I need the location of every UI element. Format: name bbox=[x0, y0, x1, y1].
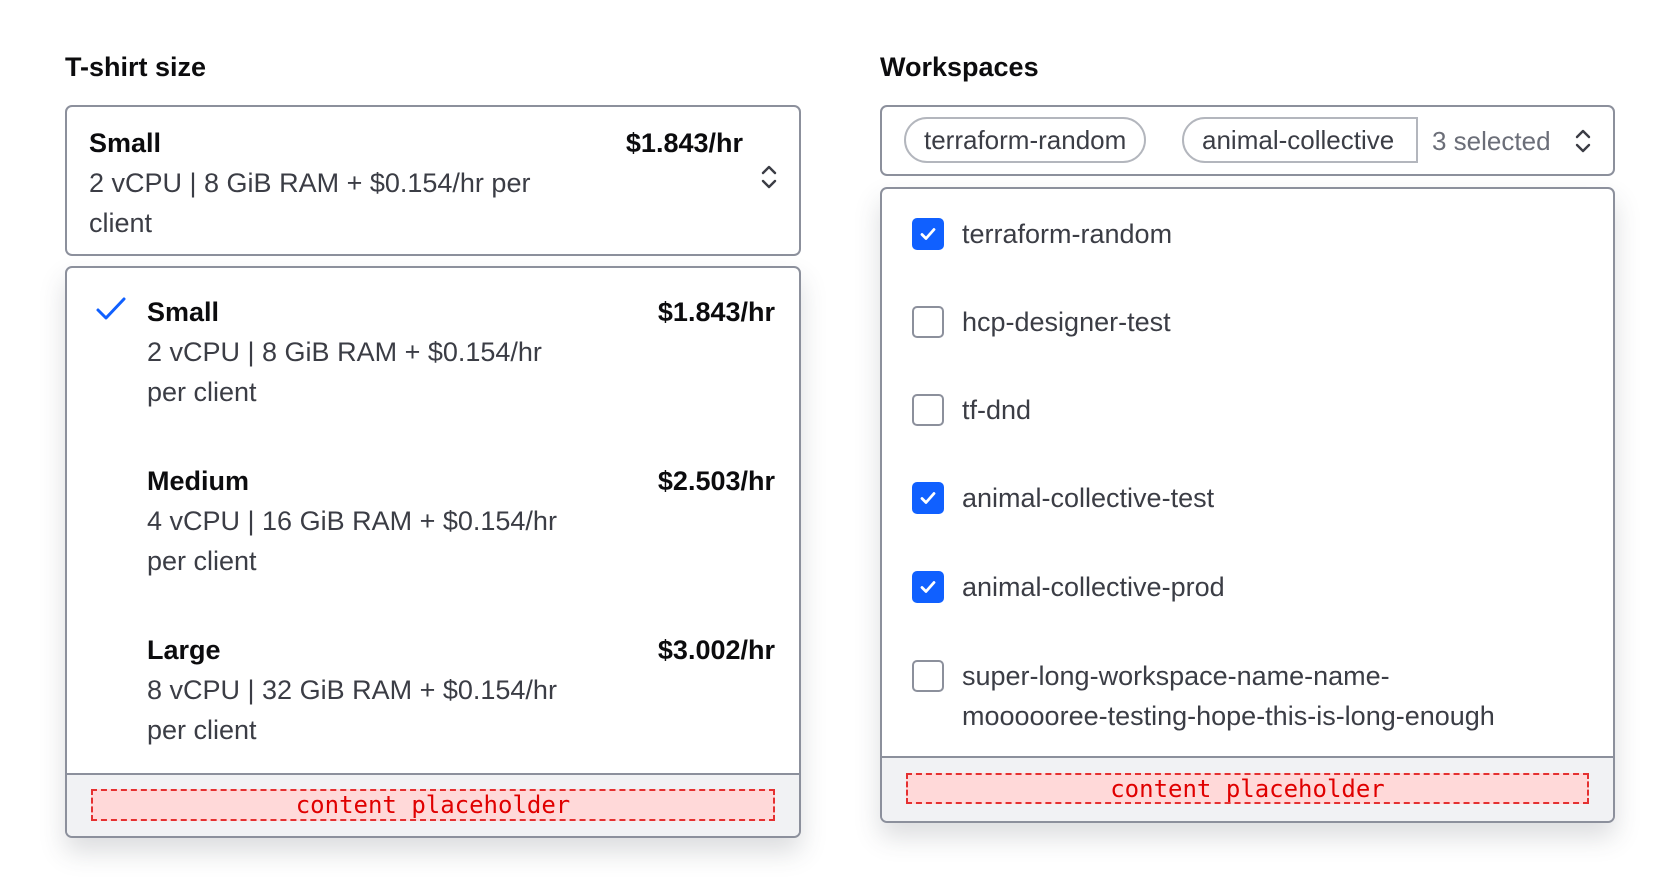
checkbox-checked[interactable] bbox=[912, 482, 944, 514]
checkbox-checked[interactable] bbox=[912, 571, 944, 603]
tshirt-size-select[interactable]: Small $1.843/hr 2 vCPU | 8 GiB RAM + $0.… bbox=[65, 105, 801, 256]
option-description-cont: per client bbox=[147, 546, 257, 576]
workspace-option-label: terraform-random bbox=[962, 219, 1173, 249]
checkbox-unchecked[interactable] bbox=[912, 306, 944, 338]
option-description: 8 vCPU | 32 GiB RAM + $0.154/hr bbox=[147, 675, 557, 705]
workspace-option-label: animal-collective-test bbox=[962, 483, 1215, 513]
size-option-medium[interactable]: Medium $2.503/hr 4 vCPU | 16 GiB RAM + $… bbox=[67, 461, 799, 591]
workspace-option[interactable]: animal-collective-prod bbox=[882, 567, 1613, 607]
chevron-up-down-icon bbox=[761, 165, 777, 189]
tshirt-size-listbox: Small $1.843/hr 2 vCPU | 8 GiB RAM + $0.… bbox=[65, 266, 801, 838]
option-description-cont: per client bbox=[147, 715, 257, 745]
content-placeholder: content placeholder bbox=[906, 773, 1589, 804]
option-name: Large bbox=[147, 635, 221, 665]
workspace-option-label: animal-collective-prod bbox=[962, 572, 1225, 602]
option-price: $1.843/hr bbox=[657, 297, 775, 327]
selected-size-name: Small bbox=[89, 128, 162, 158]
chip-terraform-random[interactable]: terraform-random bbox=[904, 117, 1147, 163]
workspace-option[interactable]: animal-collective-test bbox=[882, 478, 1613, 518]
option-price: $2.503/hr bbox=[657, 466, 775, 496]
option-price: $3.002/hr bbox=[657, 635, 775, 665]
check-icon bbox=[920, 228, 936, 240]
workspaces-listbox: terraform-random hcp-designer-test tf-dnd a… bbox=[880, 187, 1615, 823]
checkbox-unchecked[interactable] bbox=[912, 394, 944, 426]
checkbox-checked[interactable] bbox=[912, 218, 944, 250]
workspaces-multiselect[interactable]: terraform-random animal-collective 3 sel… bbox=[880, 105, 1615, 176]
listbox-footer: content placeholder bbox=[67, 773, 799, 836]
content-placeholder: content placeholder bbox=[91, 789, 775, 821]
selected-count: 3 selected bbox=[1432, 126, 1551, 156]
tshirt-size-label: T-shirt size bbox=[65, 52, 207, 82]
workspace-option[interactable]: terraform-random bbox=[882, 214, 1613, 254]
workspace-option[interactable]: tf-dnd bbox=[882, 390, 1613, 430]
size-option-small[interactable]: Small $1.843/hr 2 vCPU | 8 GiB RAM + $0.… bbox=[67, 292, 799, 422]
workspace-option-label: hcp-designer-test bbox=[962, 307, 1171, 337]
selected-size-price: $1.843/hr bbox=[625, 128, 743, 158]
selected-size-description: 2 vCPU | 8 GiB RAM + $0.154/hr per clien… bbox=[89, 168, 531, 238]
chevron-up-down-icon bbox=[1575, 129, 1591, 153]
workspaces-label: Workspaces bbox=[880, 52, 1039, 82]
option-description: 4 vCPU | 16 GiB RAM + $0.154/hr bbox=[147, 506, 557, 536]
listbox-footer: content placeholder bbox=[882, 756, 1613, 821]
workspace-option-label: tf-dnd bbox=[962, 395, 1032, 425]
chip-animal-collective[interactable]: animal-collective bbox=[1182, 117, 1418, 163]
check-icon bbox=[96, 297, 126, 320]
option-description: 2 vCPU | 8 GiB RAM + $0.154/hr bbox=[147, 337, 542, 367]
workspace-option[interactable]: hcp-designer-test bbox=[882, 302, 1613, 342]
check-icon bbox=[920, 581, 936, 593]
workspace-option-label: super-long-workspace-name-name- bbox=[962, 661, 1390, 691]
size-option-large[interactable]: Large $3.002/hr 8 vCPU | 32 GiB RAM + $0… bbox=[67, 630, 799, 760]
check-icon bbox=[920, 492, 936, 504]
option-name: Small bbox=[147, 297, 220, 327]
option-name: Medium bbox=[147, 466, 250, 496]
checkbox-unchecked[interactable] bbox=[912, 660, 944, 692]
workspace-option[interactable]: super-long-workspace-name-name-moooooree… bbox=[882, 656, 1613, 736]
option-description-cont: per client bbox=[147, 377, 257, 407]
workspace-option-label: moooooree-testing-hope-this-is-long-enou… bbox=[962, 701, 1495, 731]
